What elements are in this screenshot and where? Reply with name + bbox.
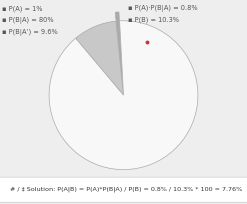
Text: ▪ P(B|A’) = 9.6%: ▪ P(B|A’) = 9.6%	[2, 29, 58, 36]
Text: ▪ P(A)·P(B|A) = 0.8%: ▪ P(A)·P(B|A) = 0.8%	[128, 5, 198, 12]
Text: # / ‡ Solution: P(A|B) = P(A)*P(B|A) / P(B) = 0.8% / 10.3% * 100 = 7.76%: # / ‡ Solution: P(A|B) = P(A)*P(B|A) / P…	[10, 187, 242, 192]
Wedge shape	[76, 21, 124, 95]
Wedge shape	[49, 21, 198, 170]
Text: ▪ P(A) = 1%: ▪ P(A) = 1%	[2, 5, 43, 12]
Text: ▪ P(B) = 10.3%: ▪ P(B) = 10.3%	[128, 17, 179, 23]
Wedge shape	[115, 12, 123, 86]
Text: ▪ P(B|A) = 80%: ▪ P(B|A) = 80%	[2, 17, 54, 24]
FancyBboxPatch shape	[0, 177, 247, 202]
